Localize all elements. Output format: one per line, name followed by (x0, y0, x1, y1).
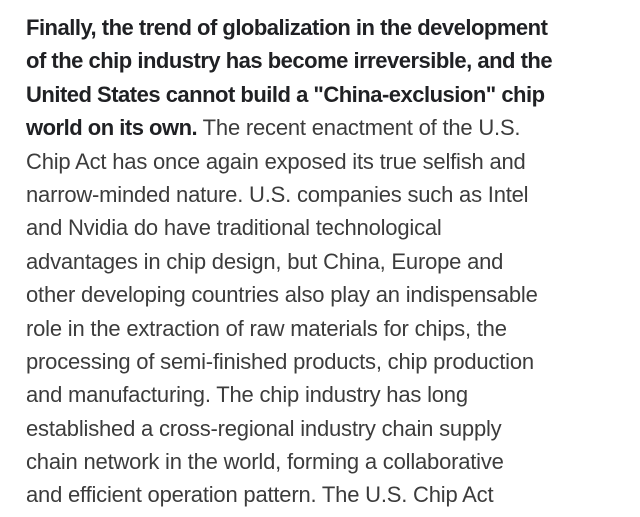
paragraph-line: world on its own. The recent enactment o… (26, 111, 620, 144)
paragraph-line: United States cannot build a "China-excl… (26, 81, 545, 107)
paragraph-line: advantages in chip design, but China, Eu… (26, 248, 504, 274)
paragraph-line: chain network in the world, forming a co… (26, 449, 504, 475)
paragraph-line: processing of semi-finished products, ch… (26, 348, 534, 374)
body-sentence-start: The recent enactment of the U.S. (197, 115, 521, 141)
paragraph-line: and efficient operation pattern. The U.S… (26, 482, 494, 508)
paragraph-line: of the chip industry has become irrevers… (26, 48, 553, 74)
paragraph-line: role in the extraction of raw materials … (26, 315, 507, 341)
paragraph-line: Chip Act has once again exposed its true… (26, 148, 526, 174)
paragraph-line: and manufacturing. The chip industry has… (26, 382, 468, 408)
bold-sentence-end: world on its own. (26, 115, 198, 141)
paragraph-line: Finally, the trend of globalization in t… (26, 15, 548, 40)
paragraph-line: established a cross-regional industry ch… (26, 415, 502, 441)
paragraph-line: other developing countries also play an … (26, 282, 538, 308)
paragraph-line: narrow-minded nature. U.S. companies suc… (26, 181, 529, 207)
paragraph-line: and Nvidia do have traditional technolog… (26, 215, 442, 241)
